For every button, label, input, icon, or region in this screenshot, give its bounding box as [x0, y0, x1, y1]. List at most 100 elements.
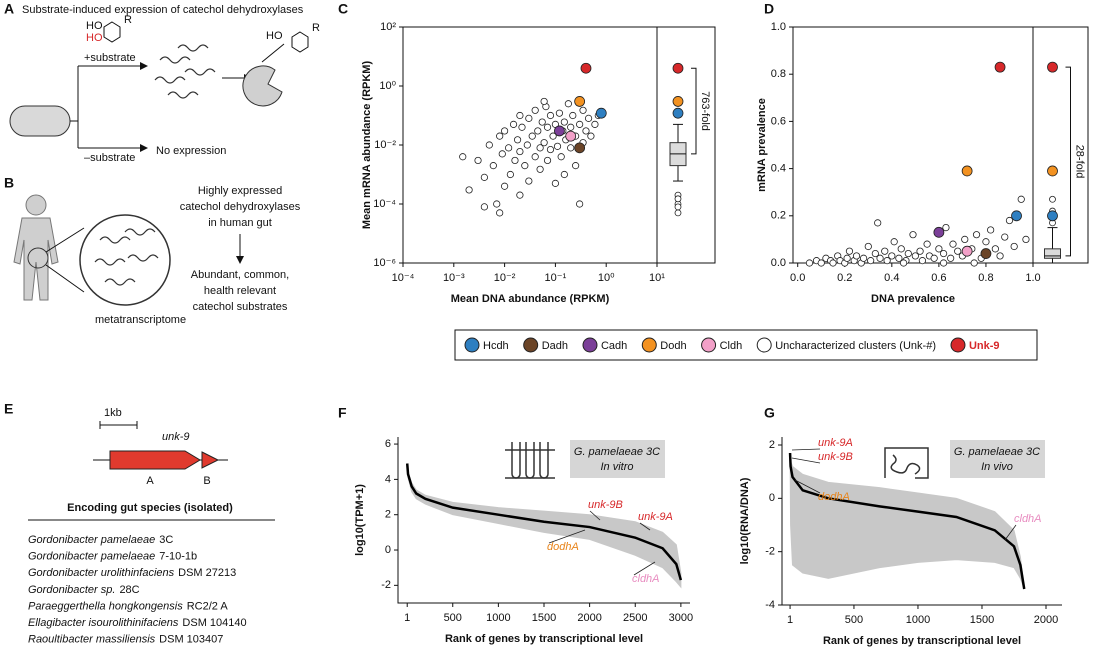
point [498, 150, 506, 158]
y-tick-label: 1.0 [771, 21, 786, 33]
species-name: Ellagibacter isourolithinifaciens [28, 617, 179, 629]
molecule [103, 21, 121, 43]
y-tick-label: 0.0 [771, 257, 786, 269]
point [996, 252, 1004, 260]
enzyme [242, 65, 283, 107]
gene-annotation: unk-9B [818, 451, 853, 463]
highlight [1047, 165, 1058, 177]
legend-label: Uncharacterized clusters (Unk-#) [775, 340, 936, 352]
species-entry: Gordonibacter urolithinfaciens DSM 27213 [28, 567, 236, 579]
panel-b: B metatranscriptome Highly expressed cat… [4, 175, 301, 326]
point [506, 170, 514, 179]
legend-swatch [523, 337, 539, 353]
y-tick-label: 2 [769, 439, 775, 451]
point [916, 247, 924, 255]
x-tick-label: 0.8 [978, 272, 993, 284]
point [565, 130, 577, 142]
highlight [1047, 210, 1058, 222]
transcripts [94, 228, 159, 286]
point [871, 249, 879, 258]
legend-label: Hcdh [483, 340, 509, 352]
point [485, 141, 493, 149]
point [540, 97, 548, 106]
species-name: Paraeggerthella hongkongensis [28, 600, 183, 612]
sample-box [950, 440, 1045, 478]
y-axis-label: mRNA prevalence [756, 98, 768, 192]
x-tick-label: 1000 [486, 612, 510, 624]
point [909, 231, 917, 239]
point [587, 132, 595, 140]
x-tick-label: 2500 [623, 612, 647, 624]
text-line: Highly expressed [198, 185, 282, 197]
sample-condition: In vitro [600, 461, 633, 473]
product-hydroxyl: HO [266, 30, 283, 42]
branch-lines [70, 65, 140, 149]
human [13, 194, 59, 301]
point [536, 144, 544, 152]
point [518, 123, 526, 131]
point [555, 109, 564, 117]
rna [184, 68, 216, 76]
x-tick-label: 500 [845, 614, 863, 626]
x-tick-label: 1 [404, 612, 410, 624]
bracket [1065, 66, 1071, 257]
x-tick-label: 500 [444, 612, 462, 624]
rna [124, 228, 156, 236]
point [516, 191, 524, 199]
y-tick-label: 10² [380, 21, 396, 33]
head [25, 194, 47, 216]
sample-species: G. pamelaeae 3C [954, 446, 1040, 458]
point [939, 249, 948, 258]
x-tick-label: 10⁰ [598, 272, 615, 284]
point [1017, 195, 1025, 203]
plus-substrate: +substrate [84, 52, 136, 64]
legend-swatch [950, 337, 966, 353]
rna [167, 91, 199, 99]
strain: 3C [159, 534, 173, 546]
point [987, 226, 995, 234]
point [874, 219, 882, 227]
point [465, 186, 473, 194]
point [890, 238, 898, 246]
point [918, 257, 927, 265]
magnifier [79, 214, 171, 306]
x-tick-label: 2000 [1034, 614, 1058, 626]
legend-swatch [756, 337, 772, 353]
leader [639, 522, 651, 531]
rna [177, 44, 209, 52]
leader [589, 510, 601, 521]
point [567, 144, 575, 152]
sample-species: G. pamelaeae 3C [574, 446, 660, 458]
point [949, 240, 957, 248]
point [525, 177, 533, 185]
gene-annotation: dodhA [547, 541, 579, 553]
legend-swatch [641, 337, 657, 353]
point [474, 156, 482, 165]
x-tick-label: 1 [787, 614, 793, 626]
point [939, 259, 948, 267]
release-arrow [261, 43, 285, 63]
rna [154, 76, 186, 84]
point [579, 106, 587, 114]
point [549, 132, 557, 140]
point [843, 254, 851, 262]
strain: DSM 27213 [178, 567, 236, 579]
body-shape [13, 217, 59, 301]
point [930, 254, 938, 262]
point [538, 118, 546, 126]
legend-label: Dadh [542, 340, 568, 352]
strain: RC2/2 A [187, 600, 229, 612]
in-vitro-icon [505, 442, 555, 479]
point [551, 179, 560, 187]
point [933, 226, 945, 238]
legend-label: Cadh [601, 340, 627, 352]
point [1005, 216, 1014, 225]
sample-condition: In vivo [981, 461, 1013, 473]
y-tick-label: 0 [385, 544, 391, 556]
y-tick-label: 0.6 [771, 115, 786, 127]
curve [405, 463, 683, 581]
small-intestine [890, 454, 921, 475]
point [859, 254, 868, 262]
